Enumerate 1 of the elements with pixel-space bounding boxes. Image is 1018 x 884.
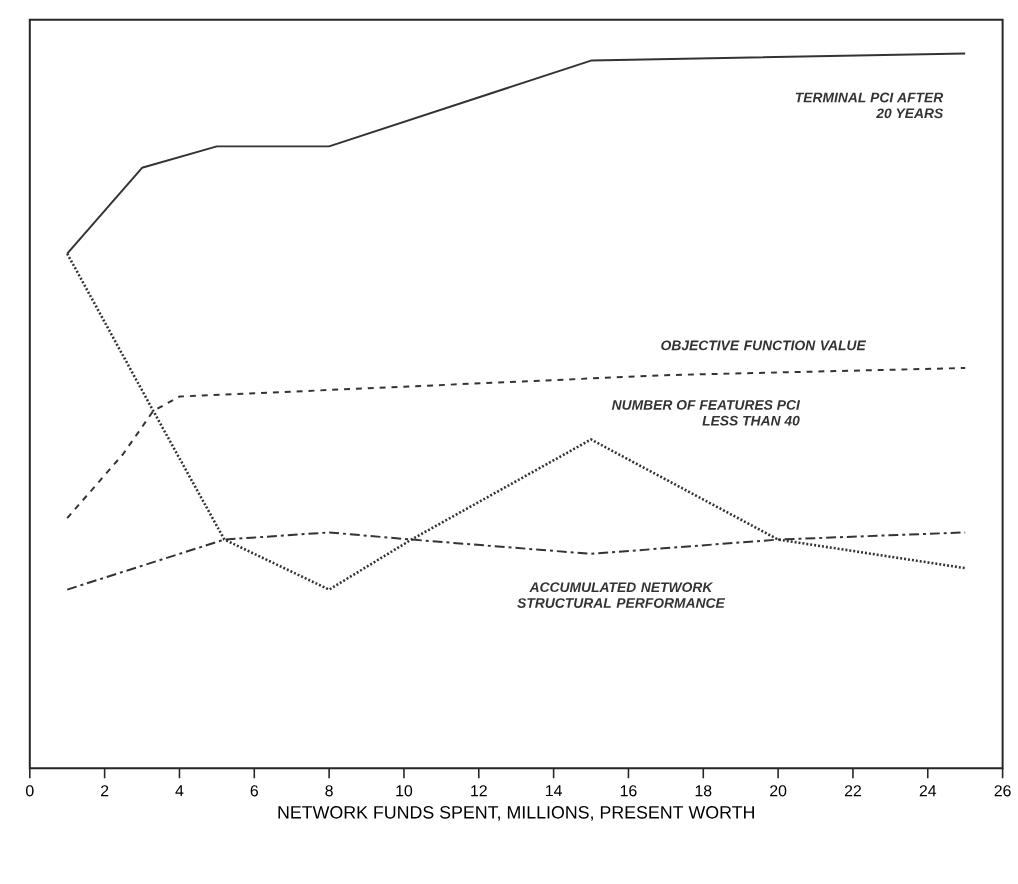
x-axis-title: NETWORK FUNDS SPENT, MILLIONS, PRESENT WORTH	[278, 806, 754, 821]
